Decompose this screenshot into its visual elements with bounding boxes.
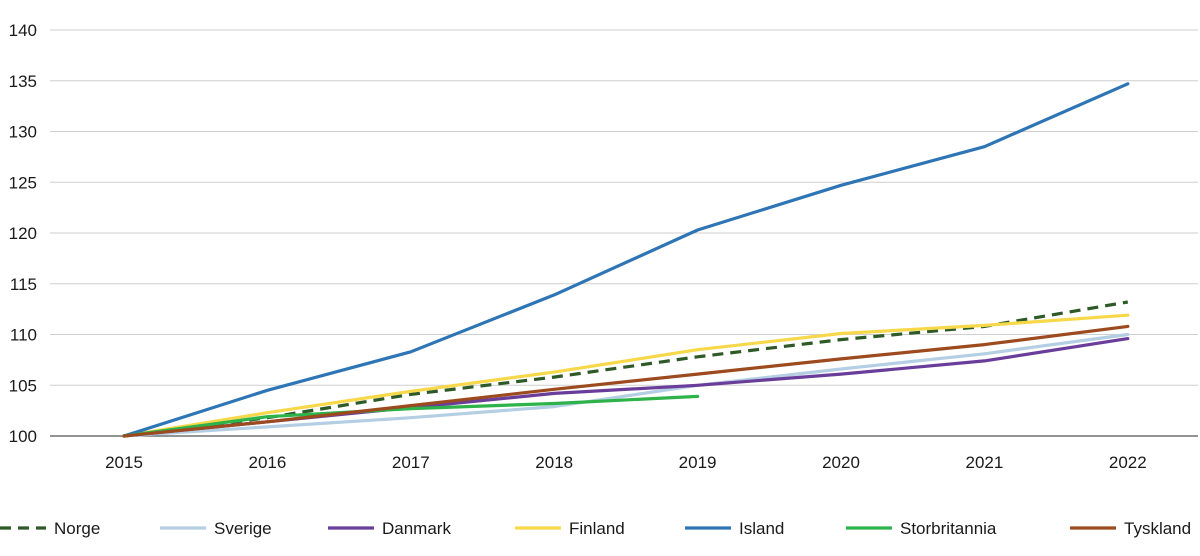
- series-line-island: [122, 82, 1130, 438]
- y-tick-label: 115: [10, 275, 37, 294]
- legend-label-finland: Finland: [569, 519, 625, 538]
- x-tick-label: 2021: [965, 453, 1003, 472]
- y-tick-label: 110: [10, 326, 37, 345]
- x-tick-label: 2022: [1109, 453, 1147, 472]
- series-line-sverige: [122, 332, 1130, 438]
- y-tick-label: 120: [9, 224, 37, 243]
- x-axis-ticks: 2015 2016 2017 2018 2019 2020 2021 2022: [105, 453, 1147, 472]
- y-tick-label: 105: [9, 376, 37, 395]
- x-tick-label: 2018: [535, 453, 573, 472]
- legend: Norge Sverige Danmark Finland Island Storbrit…: [0, 519, 1191, 538]
- legend-label-danmark: Danmark: [382, 519, 451, 538]
- y-tick-label: 100: [9, 427, 37, 446]
- series-line-tyskland: [122, 324, 1130, 438]
- x-tick-label: 2020: [822, 453, 860, 472]
- series-line-finland: [122, 313, 1130, 438]
- grid-lines: [50, 29, 1198, 437]
- legend-label-storbritannia: Storbritannia: [900, 519, 997, 538]
- x-tick-label: 2016: [248, 453, 286, 472]
- x-tick-label: 2017: [392, 453, 430, 472]
- legend-label-sverige: Sverige: [214, 519, 272, 538]
- y-tick-label: 135: [9, 72, 37, 91]
- series-lines: [122, 82, 1130, 438]
- y-tick-label: 130: [9, 123, 37, 142]
- y-tick-label: 140: [9, 21, 37, 40]
- x-tick-label: 2019: [679, 453, 717, 472]
- y-axis-ticks: 100 105 110 115 120 125 130 135 140: [9, 21, 37, 446]
- series-line-storbritannia: [122, 394, 700, 438]
- legend-label-norge: Norge: [54, 519, 100, 538]
- x-tick-label: 2015: [105, 453, 143, 472]
- legend-label-tyskland: Tyskland: [1124, 519, 1191, 538]
- legend-label-island: Island: [739, 519, 784, 538]
- y-tick-label: 125: [9, 173, 37, 192]
